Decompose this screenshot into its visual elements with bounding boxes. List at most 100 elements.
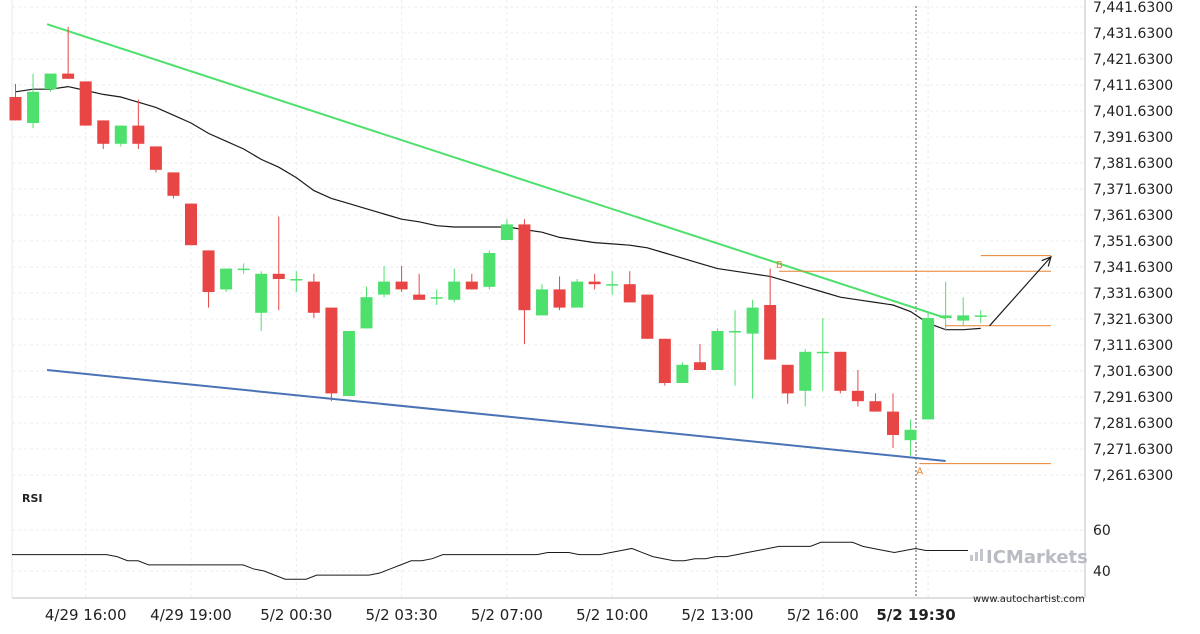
candle <box>44 73 57 92</box>
candle-body <box>430 297 443 299</box>
candle <box>272 216 285 311</box>
candle-body <box>571 281 584 308</box>
candle-body <box>395 281 408 290</box>
candle-body <box>553 289 566 308</box>
projection-line <box>989 256 1052 327</box>
candle <box>325 307 338 402</box>
candle <box>729 310 742 386</box>
candle-body <box>79 81 92 126</box>
x-tick-label: 5/2 19:30 <box>876 606 955 624</box>
candle-body <box>500 224 513 240</box>
candle-body <box>816 351 829 354</box>
candle <box>9 84 22 121</box>
x-tick-label: 5/2 03:30 <box>366 606 438 624</box>
point-label-b: B <box>776 260 783 271</box>
candle <box>939 281 952 331</box>
candle-body <box>44 73 57 90</box>
candle-body <box>307 281 320 313</box>
trendlines <box>46 23 946 462</box>
candle <box>465 273 478 290</box>
y-tick-label: 7,261.6300 <box>1093 468 1173 484</box>
candle <box>342 331 355 396</box>
y-tick-label: 7,431.6300 <box>1093 26 1173 42</box>
x-tick-label: 5/2 10:00 <box>576 606 648 624</box>
candle-body <box>922 318 935 420</box>
moving-average-line <box>15 85 981 331</box>
candle-body <box>360 297 373 329</box>
candle <box>816 318 829 391</box>
candle <box>606 271 619 295</box>
candle-body <box>378 281 391 295</box>
rsi-line <box>12 541 968 580</box>
moving-average <box>15 85 981 331</box>
candle <box>62 26 75 79</box>
branding: ICMarkets www.autochartist.com <box>970 547 1088 605</box>
candle <box>360 286 373 329</box>
candle <box>132 99 145 149</box>
candle-body <box>465 281 478 290</box>
candle-body <box>97 120 110 144</box>
y-tick-label: 7,301.6300 <box>1093 364 1173 380</box>
candle <box>483 250 496 290</box>
candle-body <box>799 351 812 391</box>
source-link[interactable]: www.autochartist.com <box>973 594 1085 605</box>
broker-logo-text: ICMarkets <box>986 547 1088 568</box>
y-tick-label: 7,291.6300 <box>1093 390 1173 406</box>
candle-body <box>185 203 197 246</box>
candles <box>9 26 987 456</box>
candle-body <box>255 273 268 313</box>
candle <box>536 284 548 316</box>
candle-body <box>869 401 882 412</box>
candle <box>185 203 197 246</box>
candle-body <box>132 125 145 144</box>
candle-body <box>693 362 706 370</box>
candle-body <box>325 307 338 394</box>
candle <box>114 125 127 147</box>
candle <box>571 279 584 308</box>
point-label-a: A <box>916 467 923 478</box>
candle-body <box>606 284 619 286</box>
y-tick-label: 7,421.6300 <box>1093 52 1173 68</box>
candle-body <box>641 294 654 339</box>
candle-body <box>676 364 689 383</box>
candle-body <box>272 273 285 279</box>
candle-body <box>9 97 22 121</box>
icmarkets-logo: ICMarkets <box>970 547 1088 568</box>
candle <box>378 266 391 298</box>
candle-body <box>149 146 162 170</box>
projection-arrowhead <box>1041 255 1052 267</box>
y-tick-label: 7,281.6300 <box>1093 416 1173 432</box>
x-tick-label: 5/2 07:00 <box>471 606 543 624</box>
candle-body <box>202 250 215 292</box>
candle-body <box>746 307 759 334</box>
candle-body <box>939 315 952 318</box>
candle <box>588 273 601 290</box>
candle <box>237 263 250 274</box>
candle <box>711 328 724 370</box>
candle <box>834 351 847 394</box>
candle-body <box>974 315 987 317</box>
candle <box>27 73 40 129</box>
levels: AB <box>776 255 1052 478</box>
axes: 7,441.6300 7,431.6300 7,421.6300 7,411.6300… <box>45 0 1173 624</box>
candle <box>167 172 180 199</box>
candle-body <box>237 268 250 271</box>
candle <box>641 294 654 339</box>
candle-body <box>957 315 970 321</box>
candle <box>623 271 636 303</box>
candle-body <box>781 364 794 394</box>
rsi-tick-label: 60 <box>1093 523 1111 539</box>
x-tick-label: 5/2 16:00 <box>787 606 859 624</box>
candle-body <box>711 331 724 370</box>
y-tick-label: 7,441.6300 <box>1093 0 1173 16</box>
x-tick-label: 4/29 16:00 <box>45 606 127 624</box>
candle-body <box>413 294 426 300</box>
candle-body <box>588 281 601 285</box>
rsi-tick-label: 40 <box>1093 564 1111 580</box>
y-tick-label: 7,321.6300 <box>1093 312 1173 328</box>
y-tick-label: 7,351.6300 <box>1093 234 1173 250</box>
candle-body <box>27 91 40 123</box>
candle <box>781 364 794 404</box>
grid <box>11 0 1086 599</box>
candle-body <box>851 390 864 402</box>
